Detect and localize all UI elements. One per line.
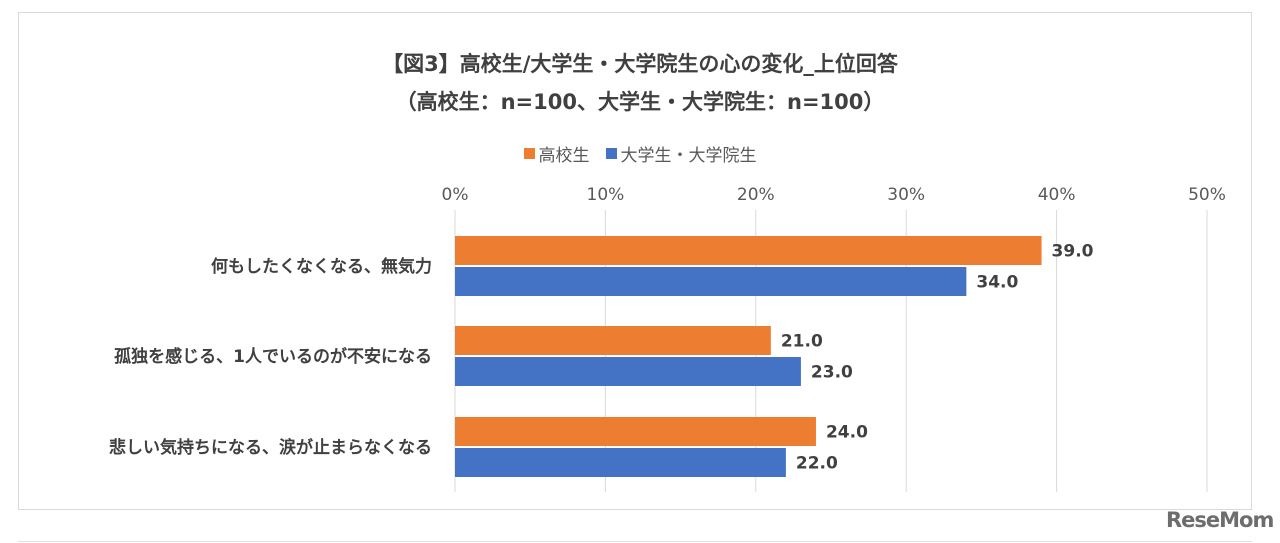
legend-label-highschool: 高校生 — [538, 146, 590, 166]
bar-0-2 — [455, 417, 816, 446]
bar-1-1 — [455, 357, 801, 386]
bar-0-0 — [455, 236, 1042, 265]
bar-1-2 — [455, 448, 786, 477]
chart-title: 【図3】高校生/大学生・大学院生の心の変化_上位回答 — [382, 52, 898, 76]
footer-divider — [18, 541, 1252, 542]
legend-item-university: 大学生・大学院生 — [605, 141, 757, 166]
bar-0-1 — [455, 326, 771, 355]
legend-swatch-highschool — [523, 148, 535, 159]
legend: 高校生 大学生・大学院生 — [0, 141, 1280, 166]
legend-swatch-university — [605, 148, 617, 159]
bar-1-0 — [455, 267, 967, 296]
data-label-0-1: 21.0 — [781, 332, 823, 352]
x-tick-label-5: 50% — [1188, 185, 1226, 205]
data-label-0-2: 24.0 — [826, 423, 868, 443]
x-tick-label-0: 0% — [442, 185, 469, 205]
x-tick-label-1: 10% — [587, 185, 625, 205]
watermark-logo: ReseMom — [1166, 508, 1274, 532]
category-label-1: 孤独を感じる、1人でいるのが不安になる — [114, 346, 432, 367]
legend-item-highschool: 高校生 — [523, 141, 590, 166]
data-label-0-0: 39.0 — [1052, 242, 1094, 262]
legend-label-university: 大学生・大学院生 — [620, 146, 757, 166]
chart-subtitle: （高校生：n=100、大学生・大学院生：n=100） — [395, 90, 885, 114]
data-label-1-2: 22.0 — [796, 454, 838, 474]
x-tick-label-3: 30% — [887, 185, 925, 205]
x-tick-label-2: 20% — [737, 185, 775, 205]
data-label-1-0: 34.0 — [976, 273, 1018, 293]
category-label-2: 悲しい気持ちになる、涙が止まらなくなる — [109, 437, 432, 458]
x-tick-label-4: 40% — [1038, 185, 1076, 205]
category-label-0: 何もしたくなくなる、無気力 — [211, 256, 432, 277]
data-label-1-1: 23.0 — [811, 363, 853, 383]
